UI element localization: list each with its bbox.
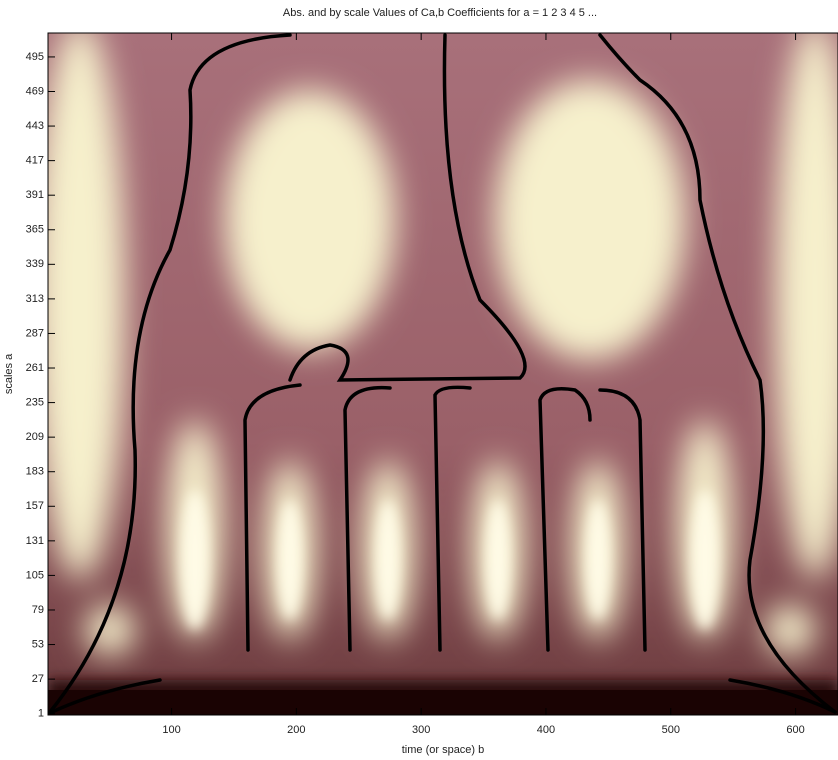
y-axis-label: scales a: [3, 353, 15, 394]
chart: Abs. and by scale Values of Ca,b Coeffic…: [0, 0, 838, 760]
x-tick-label: 300: [412, 724, 430, 736]
y-tick-label: 105: [26, 569, 44, 581]
y-tick-label: 27: [32, 673, 44, 685]
x-tick-label: 600: [786, 724, 804, 736]
y-tick-label: 443: [26, 120, 44, 132]
y-tick-label: 183: [26, 466, 44, 478]
y-tick-label: 469: [26, 85, 44, 97]
page: Abs. and by scale Values of Ca,b Coeffic…: [0, 0, 838, 760]
y-tick-label: 339: [26, 258, 44, 270]
y-tick-label: 417: [26, 155, 44, 167]
x-tick-label: 100: [162, 724, 180, 736]
heatmap-image: [35, 20, 838, 720]
y-tick-label: 209: [26, 431, 44, 443]
y-tick-label: 53: [32, 638, 44, 650]
y-tick-label: 79: [32, 604, 44, 616]
y-tick-label: 261: [26, 362, 44, 374]
chart-title: Abs. and by scale Values of Ca,b Coeffic…: [283, 7, 597, 19]
y-tick-label: 235: [26, 396, 44, 408]
y-tick-label: 391: [26, 189, 44, 201]
y-tick-label: 131: [26, 535, 44, 547]
y-tick-label: 1: [38, 708, 44, 720]
x-axis-label: time (or space) b: [402, 744, 485, 756]
x-tick-label: 200: [287, 724, 305, 736]
y-tick-label: 495: [26, 51, 44, 63]
x-tick-label: 400: [537, 724, 555, 736]
y-tick-label: 157: [26, 500, 44, 512]
y-tick-label: 287: [26, 327, 44, 339]
x-tick-label: 500: [662, 724, 680, 736]
y-tick-label: 313: [26, 293, 44, 305]
y-tick-label: 365: [26, 224, 44, 236]
